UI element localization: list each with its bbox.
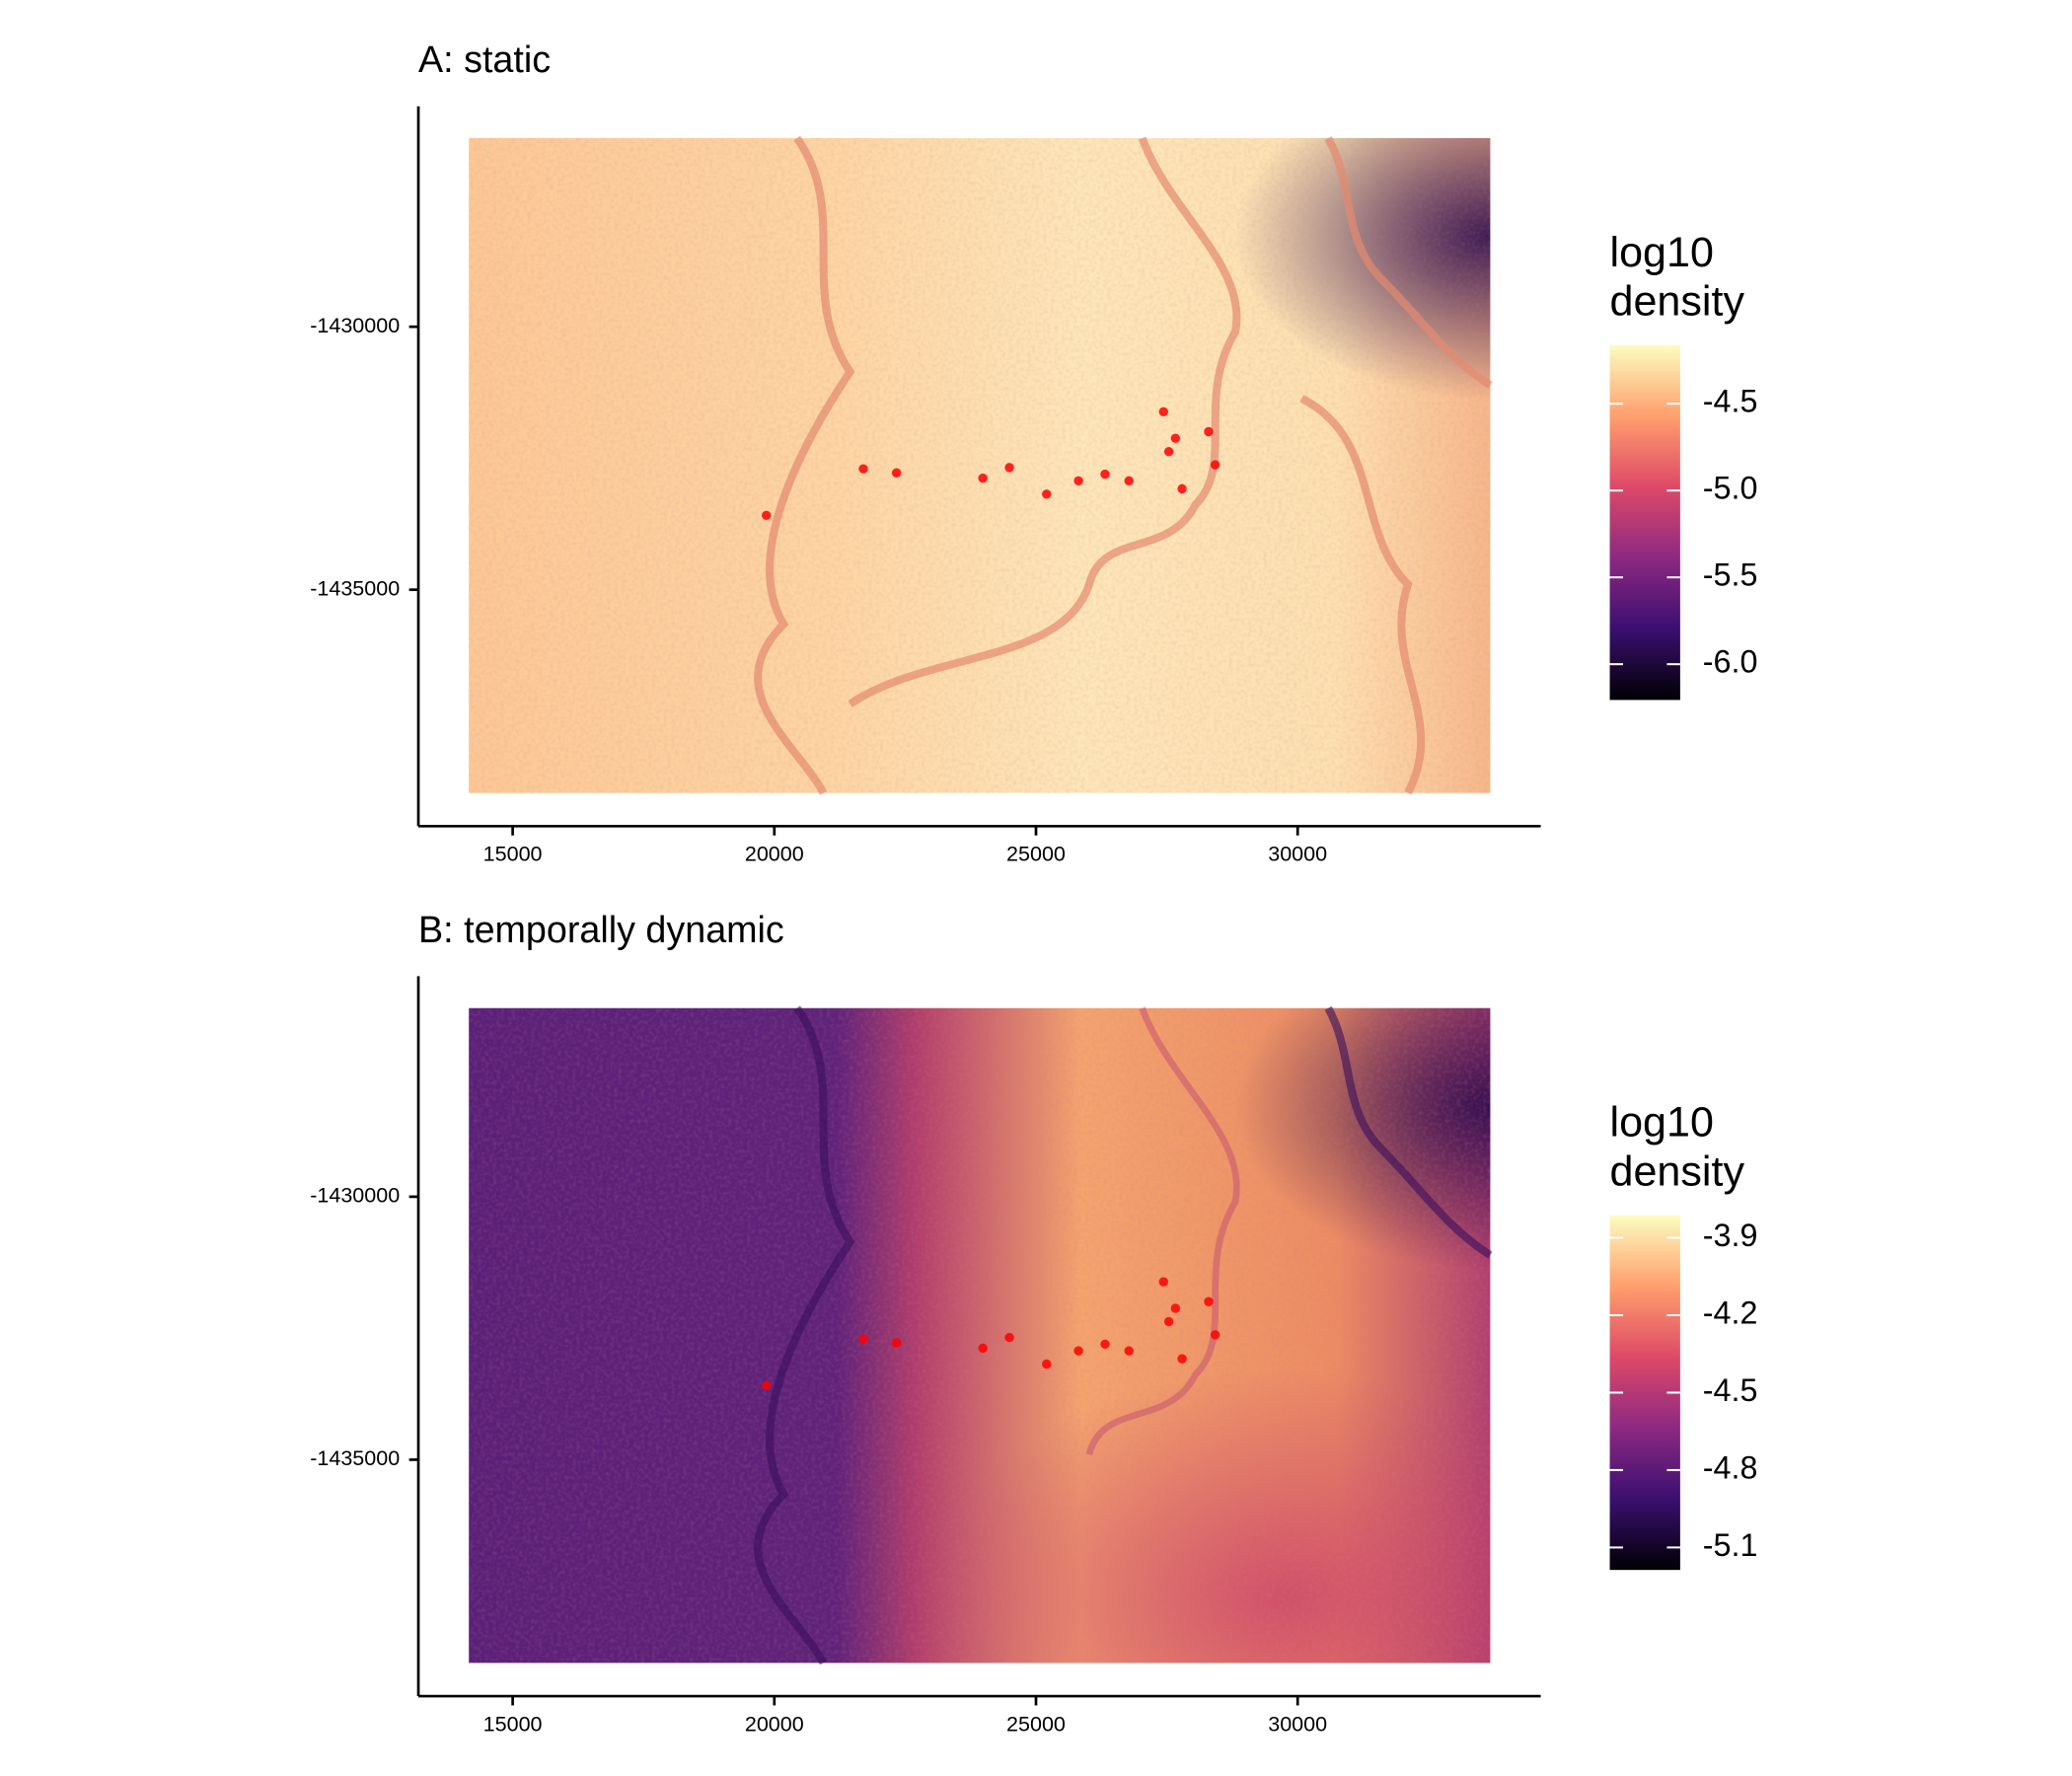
y-tick-label: -1435000 xyxy=(310,576,400,600)
legend-title: log10 xyxy=(1610,1099,1714,1147)
raster-b xyxy=(469,1005,1493,1665)
occurrence-point xyxy=(1042,489,1052,499)
occurrence-point xyxy=(1124,476,1134,486)
colorbar-label: -6.0 xyxy=(1703,644,1758,680)
x-tick-label: 15000 xyxy=(483,1712,543,1736)
y-tick-label: -1435000 xyxy=(310,1446,400,1470)
occurrence-point xyxy=(891,468,902,478)
occurrence-point xyxy=(1163,1316,1174,1327)
x-tick-label: 25000 xyxy=(1006,843,1066,866)
occurrence-point xyxy=(1170,433,1181,443)
occurrence-point xyxy=(1177,1354,1187,1364)
x-tick-label: 25000 xyxy=(1006,1712,1066,1736)
occurrence-point xyxy=(1073,1346,1083,1356)
occurrence-point xyxy=(858,1334,868,1344)
colorbar-label: -4.8 xyxy=(1703,1449,1758,1485)
panel-title: B: temporally dynamic xyxy=(418,909,784,950)
occurrence-point xyxy=(762,1380,772,1390)
y-tick-label: -1430000 xyxy=(310,314,400,337)
occurrence-point xyxy=(858,464,868,474)
colorbar-label: -3.9 xyxy=(1703,1218,1758,1253)
x-tick-label: 20000 xyxy=(745,843,804,866)
occurrence-point xyxy=(1004,463,1014,473)
legend-title: density xyxy=(1610,1147,1745,1195)
occurrence-point xyxy=(1073,476,1083,486)
occurrence-point xyxy=(891,1338,902,1348)
x-tick-label: 15000 xyxy=(483,843,543,866)
x-tick-label: 30000 xyxy=(1268,1712,1327,1736)
occurrence-point xyxy=(762,510,772,521)
legend-title: density xyxy=(1610,278,1745,326)
colorbar-label: -4.2 xyxy=(1703,1295,1758,1330)
colorbar xyxy=(1609,345,1680,701)
occurrence-point xyxy=(978,473,988,483)
panel-title: A: static xyxy=(418,38,551,80)
occurrence-point xyxy=(1163,446,1174,457)
x-tick-label: 30000 xyxy=(1268,843,1327,866)
colorbar-label: -4.5 xyxy=(1703,1372,1758,1408)
occurrence-point xyxy=(1042,1359,1052,1369)
occurrence-point xyxy=(1177,483,1187,494)
occurrence-point xyxy=(1158,407,1168,417)
occurrence-point xyxy=(1158,1277,1168,1287)
occurrence-point xyxy=(1204,426,1214,437)
y-tick-label: -1430000 xyxy=(310,1184,400,1208)
colorbar-label: -5.5 xyxy=(1703,557,1758,593)
occurrence-point xyxy=(1204,1296,1214,1306)
colorbar-label: -5.0 xyxy=(1703,471,1758,506)
occurrence-point xyxy=(1124,1346,1134,1356)
legend-title: log10 xyxy=(1610,229,1714,276)
colorbar-label: -4.5 xyxy=(1703,384,1758,419)
raster-a xyxy=(469,135,1493,795)
occurrence-point xyxy=(1100,469,1110,480)
occurrence-point xyxy=(978,1343,988,1354)
x-tick-label: 20000 xyxy=(745,1712,804,1736)
occurrence-point xyxy=(1210,460,1221,470)
occurrence-point xyxy=(1100,1339,1110,1350)
occurrence-point xyxy=(1170,1303,1181,1313)
occurrence-point xyxy=(1004,1332,1014,1343)
colorbar-label: -5.1 xyxy=(1703,1527,1758,1563)
occurrence-point xyxy=(1210,1330,1221,1340)
